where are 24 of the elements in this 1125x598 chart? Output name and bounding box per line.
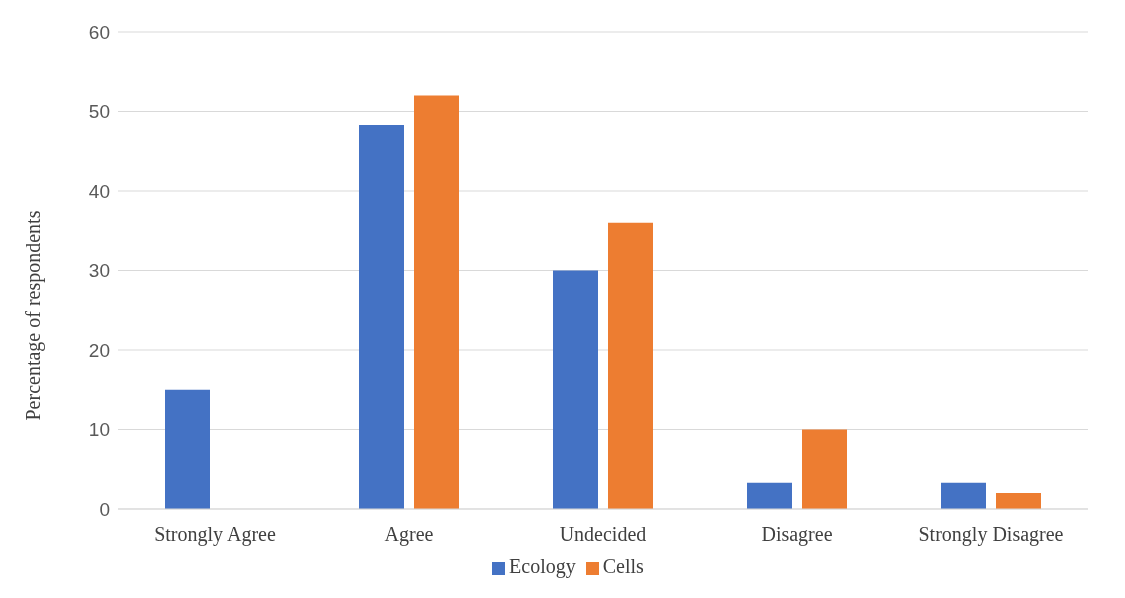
x-tick-label: Strongly Agree	[154, 523, 276, 547]
y-tick-label: 10	[88, 419, 110, 441]
bar	[802, 429, 847, 509]
bar	[359, 125, 404, 509]
legend-label: Ecology	[509, 555, 576, 577]
bar	[553, 270, 598, 509]
y-tick-label: 20	[88, 339, 110, 361]
y-tick-label: 60	[88, 21, 110, 43]
x-tick-label: Agree	[384, 523, 434, 547]
bar	[941, 482, 986, 509]
y-axis-title: Percentage of respondents	[22, 210, 46, 421]
x-tick-label: Undecided	[559, 523, 647, 546]
x-tick-label: Strongly Disagree	[918, 523, 1064, 547]
y-tick-label: 30	[88, 260, 110, 282]
bar	[996, 493, 1041, 509]
legend-label: Cells	[602, 555, 644, 577]
y-tick-label: 50	[88, 101, 110, 123]
x-tick-label: Disagree	[761, 523, 833, 547]
y-tick-label: 0	[99, 498, 110, 520]
bar	[747, 482, 792, 509]
bar	[165, 389, 210, 509]
bar	[608, 222, 653, 509]
bar	[414, 95, 459, 509]
y-tick-label: 40	[88, 180, 110, 202]
